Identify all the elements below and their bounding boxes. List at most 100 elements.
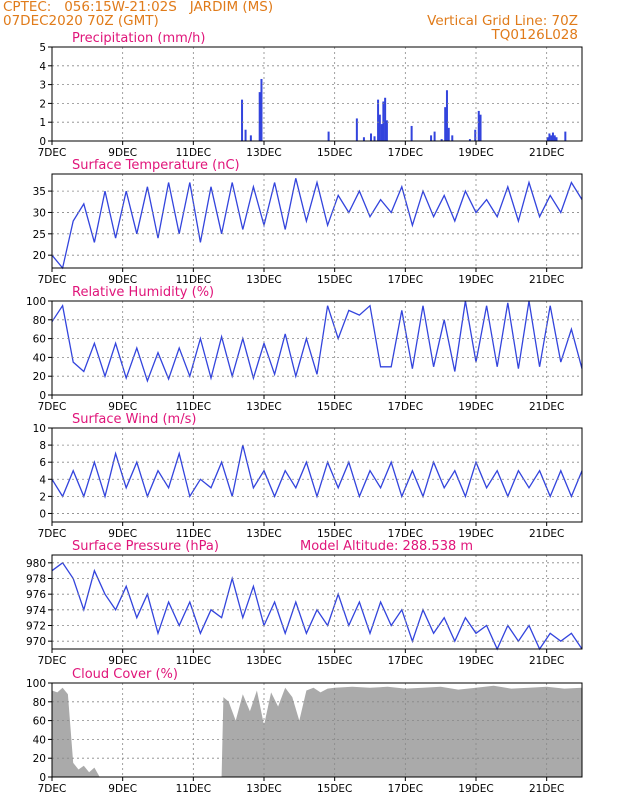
pres-ylabel-5: 980: [26, 558, 46, 570]
cloud-xlabel-1: 9DEC: [108, 783, 137, 795]
precip-xlabel-2: 11DEC: [176, 147, 211, 159]
temp-ylabel-1: 25: [33, 229, 46, 241]
rh-xlabel-6: 19DEC: [458, 401, 493, 413]
precip-bar-8: [370, 133, 372, 141]
precip-ylabel-3: 3: [39, 80, 46, 92]
precip-xlabel-5: 17DEC: [388, 147, 423, 159]
precip-ylabel-5: 5: [39, 42, 46, 54]
pres-frame: [51, 554, 583, 650]
wind-frame: [51, 427, 583, 523]
cloud-ylabel-4: 80: [33, 697, 46, 709]
pres-annotation: Model Altitude: 288.538 m: [300, 539, 473, 554]
wind-ylabel-5: 10: [33, 423, 46, 435]
pres-line: [51, 561, 583, 651]
precip-bar-19: [440, 139, 443, 141]
wind-xlabel-5: 17DEC: [388, 528, 423, 540]
precip-xlabel-0: 7DEC: [38, 147, 67, 159]
precip-bar-5: [327, 131, 330, 141]
precip-ylabel-2: 2: [39, 98, 46, 110]
cloud-frame: [51, 682, 583, 778]
header-model-code: TQ0126L028: [491, 27, 578, 43]
pres-title: Surface Pressure (hPa): [72, 539, 219, 554]
precip-bar-21: [445, 90, 448, 141]
precip-bar-25: [474, 129, 477, 141]
wind-xlabel-7: 21DEC: [529, 528, 564, 540]
rh-ylabel-4: 80: [33, 315, 46, 327]
cloud-ylabel-2: 40: [33, 734, 46, 746]
cloud-xlabel-3: 13DEC: [246, 783, 281, 795]
wind-ylabel-1: 2: [39, 491, 46, 503]
cloud-ylabel-5: 100: [26, 678, 46, 690]
precip-bar-17: [430, 135, 433, 141]
precip-xlabel-4: 15DEC: [317, 147, 352, 159]
rh-xlabel-4: 15DEC: [317, 401, 352, 413]
precip-bar-12: [380, 124, 383, 141]
wind-xlabel-3: 13DEC: [246, 528, 281, 540]
precip-ylabel-1: 1: [39, 117, 46, 129]
pres-ylabel-3: 976: [26, 589, 46, 601]
temp-ylabel-3: 35: [33, 186, 46, 198]
temp-xlabel-4: 15DEC: [317, 274, 352, 286]
wind-ylabel-2: 4: [39, 474, 46, 486]
wind-line: [51, 444, 583, 499]
temp-xlabel-3: 13DEC: [246, 274, 281, 286]
temp-xlabel-6: 19DEC: [458, 274, 493, 286]
precip-bar-20: [444, 107, 447, 141]
pres-ylabel-4: 978: [26, 574, 46, 586]
wind-ylabel-4: 8: [39, 440, 46, 452]
precip-bar-11: [378, 114, 381, 141]
precip-frame: [51, 46, 583, 142]
pres-xlabel-4: 15DEC: [317, 655, 352, 667]
rh-xlabel-1: 9DEC: [108, 401, 137, 413]
cloud-xlabel-2: 11DEC: [176, 783, 211, 795]
precip-bar-27: [479, 114, 482, 141]
precip-bar-4: [260, 78, 263, 141]
pres-xlabel-6: 19DEC: [458, 655, 493, 667]
wind-ylabel-0: 0: [39, 508, 46, 520]
precip-bar-26: [477, 110, 480, 141]
header-date: 07DEC2020 70Z (GMT): [3, 13, 159, 29]
wind-xlabel-1: 9DEC: [108, 528, 137, 540]
wind-xlabel-2: 11DEC: [176, 528, 211, 540]
rh-xlabel-3: 13DEC: [246, 401, 281, 413]
precip-ylabel-0: 0: [39, 136, 46, 148]
precip-bar-28: [546, 137, 549, 141]
precip-bar-30: [550, 135, 553, 141]
precip-bar-31: [551, 132, 554, 141]
rh-ylabel-5: 100: [26, 296, 46, 308]
rh-xlabel-5: 17DEC: [388, 401, 423, 413]
precip-bar-34: [564, 131, 567, 141]
pres-xlabel-0: 7DEC: [38, 655, 67, 667]
precip-bar-24: [468, 139, 471, 141]
precip-title: Precipitation (mm/h): [72, 31, 205, 46]
wind-title: Surface Wind (m/s): [72, 412, 196, 427]
pres-xlabel-7: 21DEC: [529, 655, 564, 667]
pres-ylabel-2: 974: [26, 605, 46, 617]
precip-bar-16: [410, 125, 413, 141]
cloud-ylabel-1: 20: [33, 753, 46, 765]
temp-xlabel-0: 7DEC: [38, 274, 67, 286]
precip-bar-9: [373, 136, 376, 141]
cloud-xlabel-0: 7DEC: [38, 783, 67, 795]
cloud-xlabel-5: 17DEC: [388, 783, 423, 795]
temp-frame: [51, 173, 583, 269]
rh-ylabel-0: 0: [39, 390, 46, 402]
precip-bar-33: [555, 137, 558, 141]
temp-xlabel-1: 9DEC: [108, 274, 137, 286]
header-grid-line: Vertical Grid Line: 70Z: [427, 13, 578, 29]
precip-bar-22: [447, 127, 450, 141]
temp-xlabel-2: 11DEC: [176, 274, 211, 286]
precip-bar-15: [385, 120, 388, 141]
precip-bar-3: [258, 92, 261, 141]
temp-xlabel-5: 17DEC: [388, 274, 423, 286]
precip-bar-0: [241, 99, 244, 141]
cloud-xlabel-7: 21DEC: [529, 783, 564, 795]
cloud-area: [52, 685, 582, 777]
precip-bar-32: [553, 135, 556, 141]
precip-bar-13: [382, 101, 385, 141]
pres-xlabel-1: 9DEC: [108, 655, 137, 667]
pres-xlabel-2: 11DEC: [176, 655, 211, 667]
rh-line: [51, 300, 583, 383]
precip-xlabel-7: 21DEC: [529, 147, 564, 159]
